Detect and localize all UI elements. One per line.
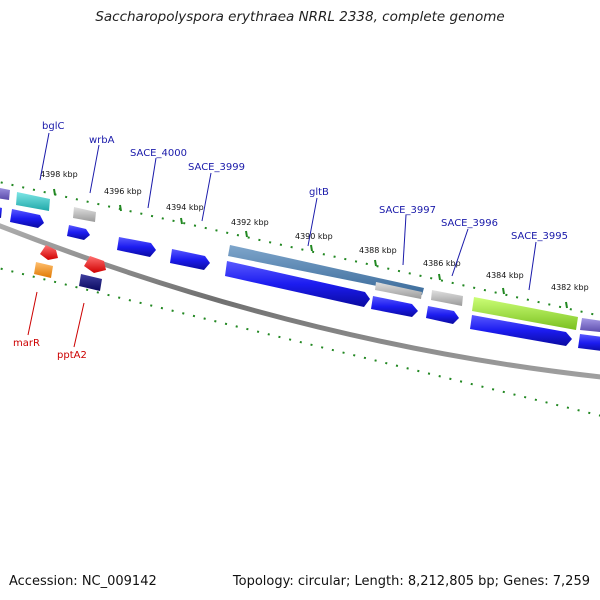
genome-summary: Topology: circular; Length: 8,212,805 bp… bbox=[232, 574, 590, 589]
cds-arrow bbox=[10, 209, 44, 228]
tick-label: 4390 kbp bbox=[295, 232, 333, 241]
cds-arrow bbox=[170, 249, 210, 270]
gene-label-sace-3999: SACE_3999 bbox=[188, 162, 245, 173]
misc-block bbox=[34, 262, 53, 278]
major-ticks bbox=[53, 188, 568, 309]
feature-block bbox=[472, 297, 578, 330]
feature-block bbox=[431, 290, 463, 306]
reverse-gene-label-texts: marR pptA2 bbox=[13, 338, 87, 361]
cds-arrow bbox=[578, 334, 600, 351]
gene-label-wrba: wrbA bbox=[89, 135, 115, 146]
tick-label: 4386 kbp bbox=[423, 259, 461, 268]
feature-block bbox=[73, 207, 96, 222]
tick-label: 4398 kbp bbox=[40, 170, 78, 179]
outer-tick-row bbox=[0, 181, 600, 317]
inner-tick-row bbox=[0, 267, 600, 417]
gene-label-bglc: bglC bbox=[42, 121, 64, 132]
reverse-gene-labels bbox=[27, 291, 85, 348]
forward-gene-label-texts: bglC wrbA SACE_4000 SACE_3999 gltB SACE_… bbox=[42, 121, 568, 242]
cds-arrow bbox=[426, 306, 459, 324]
reverse-feature-track bbox=[34, 245, 106, 291]
gene-label-sace-3997: SACE_3997 bbox=[379, 205, 436, 216]
tick-label: 4394 kbp bbox=[166, 203, 204, 212]
cds-arrow bbox=[117, 237, 156, 257]
gene-label-sace-3996: SACE_3996 bbox=[441, 218, 498, 229]
cds-arrow bbox=[67, 225, 90, 240]
feature-block bbox=[228, 245, 424, 295]
gene-label-marr: marR bbox=[13, 338, 40, 349]
tick-label: 4382 kbp bbox=[551, 283, 589, 292]
gene-label-ppta2: pptA2 bbox=[57, 350, 87, 361]
feature-block bbox=[16, 192, 50, 211]
tick-label: 4388 kbp bbox=[359, 246, 397, 255]
accession-label: Accession: NC_009142 bbox=[9, 574, 157, 589]
trna-arrow bbox=[84, 256, 106, 273]
forward-gene-labels bbox=[39, 132, 537, 291]
cds-block bbox=[79, 274, 102, 291]
cds-arrow bbox=[225, 261, 370, 307]
gene-label-sace-3995: SACE_3995 bbox=[511, 231, 568, 242]
feature-block bbox=[0, 188, 10, 200]
trna-arrow bbox=[40, 245, 58, 260]
map-title: Saccharopolyspora erythraea NRRL 2338, c… bbox=[95, 9, 505, 25]
tick-label: 4384 kbp bbox=[486, 271, 524, 280]
forward-cds-track bbox=[0, 207, 600, 351]
cds-arrow bbox=[0, 207, 2, 218]
gene-label-gltb: gltB bbox=[309, 187, 329, 198]
gene-label-sace-4000: SACE_4000 bbox=[130, 148, 187, 159]
tick-label: 4396 kbp bbox=[104, 187, 142, 196]
position-tick-labels: 4398 kbp 4396 kbp 4394 kbp 4392 kbp 4390… bbox=[40, 170, 589, 292]
cds-arrow bbox=[371, 296, 418, 317]
genome-backbone bbox=[0, 223, 600, 380]
cds-arrow bbox=[470, 315, 572, 346]
feature-block bbox=[580, 318, 600, 332]
outer-feature-track bbox=[0, 188, 600, 332]
feature-block bbox=[375, 282, 422, 299]
tick-label: 4392 kbp bbox=[231, 218, 269, 227]
